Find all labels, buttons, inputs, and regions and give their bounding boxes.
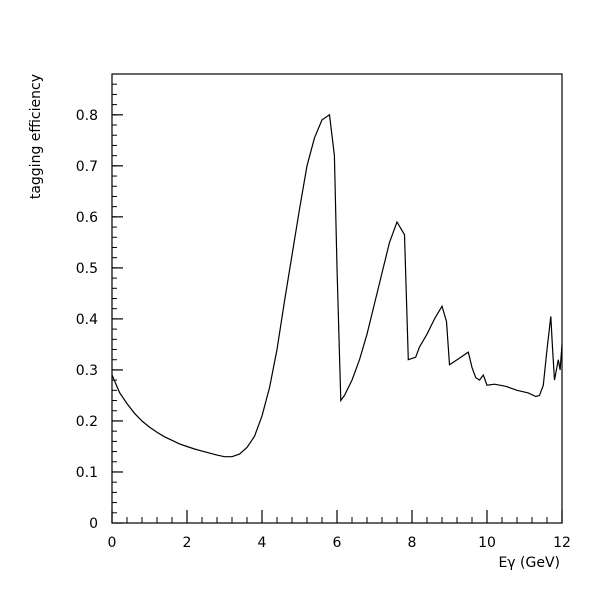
y-tick-label: 0.8 (76, 108, 98, 124)
minor-ticks (111, 73, 563, 524)
x-axis-title: Eγ (GeV) (498, 555, 560, 571)
y-axis-title: tagging efficiency (28, 74, 44, 199)
x-tick-label: 12 (553, 535, 571, 551)
x-tick-label: 4 (258, 535, 267, 551)
y-tick-label: 0.2 (76, 414, 98, 430)
efficiency-curve (111, 113, 563, 458)
y-tick-label: 0.3 (76, 363, 98, 379)
x-tick-label: 0 (108, 535, 117, 551)
y-tick-label: 0.4 (76, 312, 98, 328)
x-tick-label: 8 (408, 535, 417, 551)
y-tick-label: 0 (89, 516, 98, 532)
x-tick-label: 10 (478, 535, 496, 551)
y-tick-label: 0.6 (76, 210, 98, 226)
x-tick-label: 6 (333, 535, 342, 551)
y-tick-label: 0.7 (76, 159, 98, 175)
plot-frame (111, 73, 563, 524)
y-tick-label: 0.1 (76, 465, 98, 481)
y-tick-label: 0.5 (76, 261, 98, 277)
tick-labels: 0 2 4 6 8 10 12 0 0.1 0.2 0.3 0.4 0.5 0.6 0.7 0.8 (76, 108, 571, 551)
major-ticks (111, 114, 563, 524)
x-tick-label: 2 (183, 535, 192, 551)
